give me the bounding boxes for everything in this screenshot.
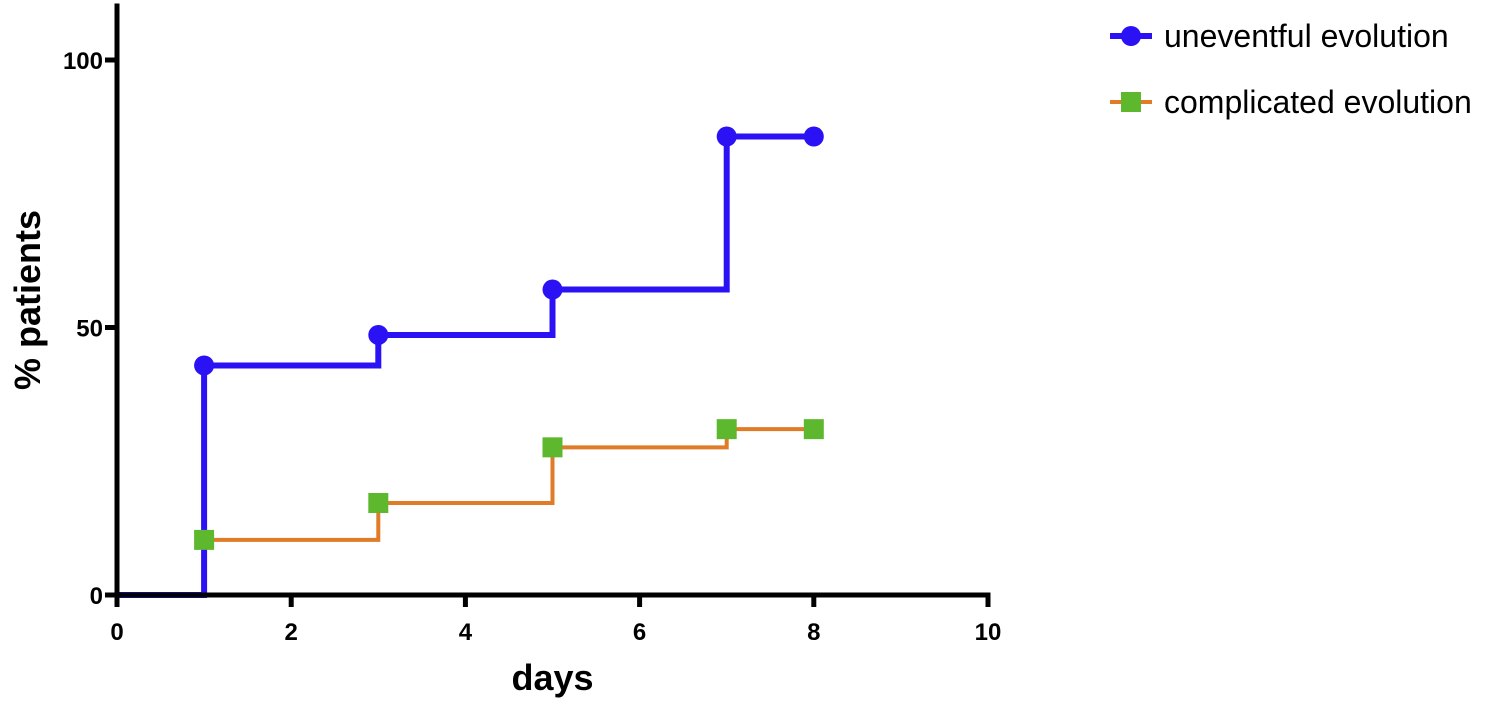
y-tick-label: 0 [90, 583, 103, 610]
legend-label-complicated: complicated evolution [1164, 84, 1472, 120]
legend-circle-marker-icon [1121, 26, 1141, 46]
legend-square-marker-icon [1121, 92, 1141, 112]
x-tick-label: 8 [807, 619, 820, 646]
y-axis-title: % patients [7, 210, 48, 390]
x-tick-label: 10 [975, 619, 1002, 646]
series-layer [117, 126, 824, 598]
data-point-uneventful [716, 126, 737, 147]
y-tick-label: 50 [76, 316, 103, 343]
data-point-uneventful [194, 355, 215, 376]
axes: 0 2 4 6 8 10 0 50 100 days % patients [7, 3, 1001, 698]
legend-item-uneventful: uneventful evolution [1110, 18, 1449, 54]
x-tick-label: 0 [110, 619, 123, 646]
x-axis-title: days [511, 657, 593, 698]
data-point-uneventful [368, 324, 389, 345]
y-ticks: 0 50 100 [63, 48, 117, 610]
data-point-complicated [803, 419, 824, 440]
x-tick-label: 2 [285, 619, 298, 646]
legend: uneventful evolution complicated evoluti… [1110, 18, 1472, 120]
legend-label-uneventful: uneventful evolution [1164, 18, 1449, 54]
data-point-complicated [368, 492, 389, 513]
x-tick-label: 4 [459, 619, 473, 646]
data-point-uneventful [542, 279, 563, 300]
data-point-complicated [194, 529, 215, 550]
data-point-complicated [716, 419, 737, 440]
data-point-complicated [542, 437, 563, 458]
series-line-complicated [204, 427, 814, 542]
x-tick-label: 6 [633, 619, 646, 646]
x-ticks: 0 2 4 6 8 10 [110, 595, 1001, 646]
legend-item-complicated: complicated evolution [1110, 84, 1472, 120]
y-tick-label: 100 [63, 48, 103, 75]
data-point-uneventful [803, 126, 824, 147]
series-line-uneventful [117, 133, 814, 598]
